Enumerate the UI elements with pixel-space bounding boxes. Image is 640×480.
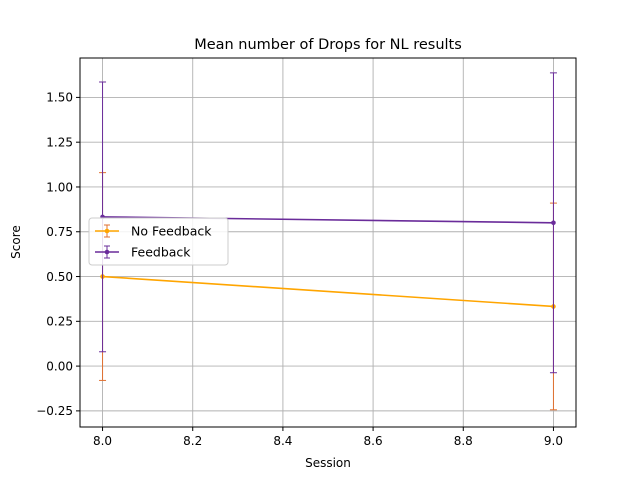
x-tick-label: 9.0	[544, 434, 563, 448]
y-tick-label: 0.25	[46, 315, 73, 329]
legend-entry: Feedback	[95, 245, 191, 260]
y-tick-label: 1.00	[46, 180, 73, 194]
x-tick-label: 8.6	[364, 434, 383, 448]
y-tick-label: −0.25	[36, 404, 73, 418]
legend-entry: No Feedback	[95, 224, 212, 239]
y-tick-label: 1.25	[46, 135, 73, 149]
x-tick-label: 8.4	[273, 434, 292, 448]
x-tick-label: 8.0	[93, 434, 112, 448]
x-axis-ticks: 8.0 8.2 8.4 8.6 8.8 9.0	[93, 427, 563, 448]
y-tick-label: 0.00	[46, 359, 73, 373]
legend: No Feedback Feedback	[88, 217, 229, 266]
x-tick-label: 8.8	[454, 434, 473, 448]
series-line	[102, 275, 554, 308]
x-axis-label: Session	[305, 456, 351, 470]
legend-label: No Feedback	[131, 224, 212, 239]
y-tick-label: 1.50	[46, 91, 73, 105]
y-tick-label: 0.50	[46, 270, 73, 284]
legend-swatch-marker	[104, 249, 110, 255]
y-tick-label: 0.75	[46, 225, 73, 239]
data-point	[551, 220, 556, 226]
y-axis-label: Score	[9, 225, 23, 259]
axes-frame	[79, 57, 577, 428]
legend-swatch-marker	[104, 228, 110, 234]
legend-box	[88, 217, 229, 266]
chart-title: Mean number of Drops for NL results	[194, 37, 462, 53]
legend-label: Feedback	[131, 245, 191, 260]
x-tick-label: 8.2	[183, 434, 202, 448]
grid-lines	[80, 58, 576, 427]
y-axis-ticks: −0.25 0.00 0.25 0.50 0.75 1.00 1.25 1.50	[36, 91, 80, 418]
